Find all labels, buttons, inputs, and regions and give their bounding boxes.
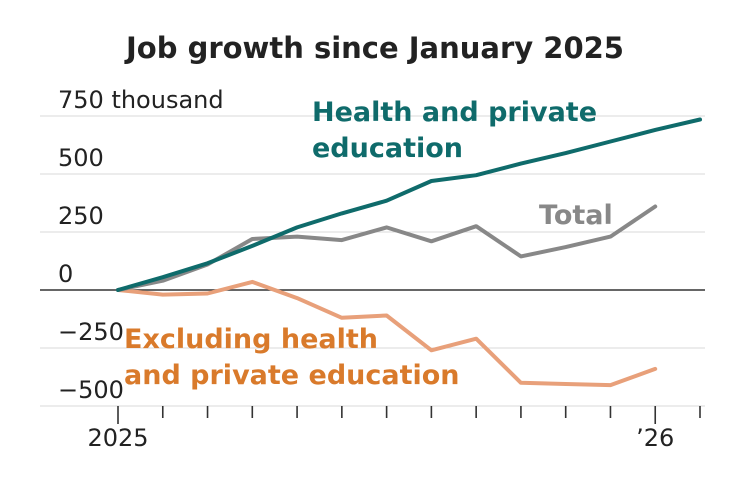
series-label-health-and-private-education: Health and private education (312, 97, 597, 164)
x-tick-label: 2025 (87, 424, 148, 452)
y-tick-label: 250 (58, 202, 104, 230)
x-tick-label: ’26 (636, 424, 674, 452)
y-tick-label: −250 (58, 318, 124, 346)
series-line-excluding-health-and-private-education (116, 279, 658, 388)
y-tick-label: 750 thousand (58, 86, 224, 114)
y-tick-label: 0 (58, 260, 73, 288)
series-label-total: Total (539, 200, 613, 231)
y-axis-tick-labels: 750 thousand 500 250 0 −250 −500 (58, 86, 224, 404)
y-tick-label: 500 (58, 144, 104, 172)
series-line-health-and-private-education (116, 117, 702, 292)
series-lines (116, 117, 702, 388)
chart-title: Job growth since January 2025 (124, 31, 624, 65)
x-axis: 2025 ’26 (87, 406, 701, 452)
y-tick-label: −500 (58, 376, 124, 404)
series-labels: Health and private education Total Excludin… (124, 97, 613, 391)
series-label-excluding-health-and-private-education: Excluding health and private education (124, 324, 460, 391)
